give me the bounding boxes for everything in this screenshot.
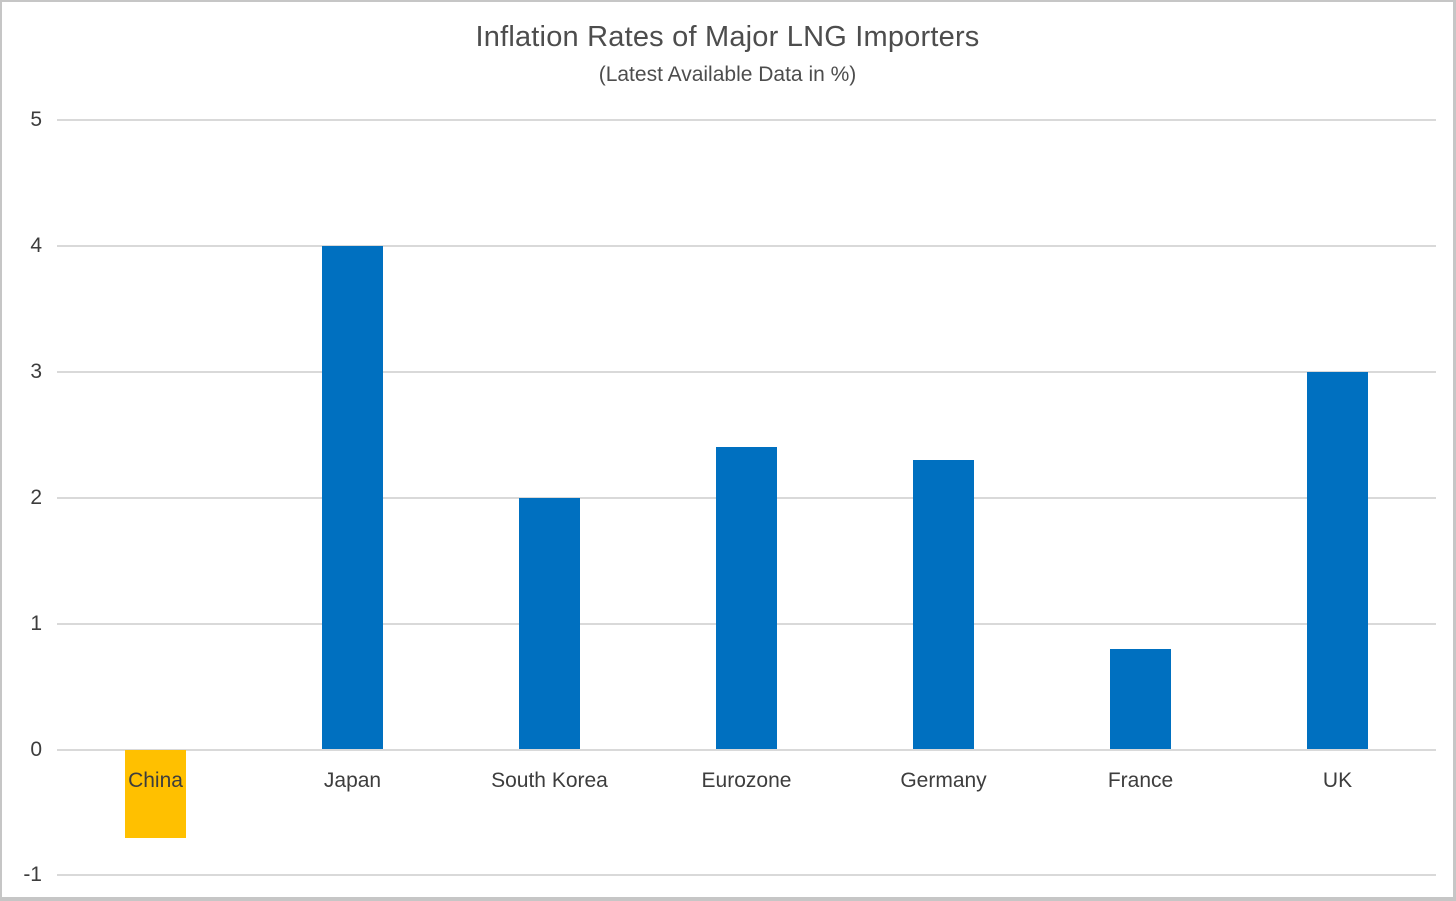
y-tick-label-0: 0 [30, 737, 42, 761]
bar-japan [322, 246, 383, 750]
y-tick-label-1: 1 [30, 611, 42, 635]
y-tick-label-2: 2 [30, 485, 42, 509]
chart-title: Inflation Rates of Major LNG Importers [475, 21, 980, 53]
y-tick-label-5: 5 [30, 108, 42, 132]
category-label-germany: Germany [900, 769, 987, 792]
gridline--1 [57, 874, 1436, 877]
y-tick-label-3: 3 [30, 359, 42, 383]
category-label-china: China [128, 769, 183, 792]
bar-germany [913, 460, 974, 750]
gridline-0 [57, 748, 1436, 751]
y-tick-label--1: -1 [23, 863, 42, 887]
bar-china [125, 749, 186, 838]
gridline-4 [57, 245, 1436, 248]
chart-subtitle: (Latest Available Data in %) [598, 63, 857, 86]
category-label-france: France [1107, 769, 1174, 792]
bar-south-korea [519, 497, 580, 750]
gridline-3 [57, 370, 1436, 373]
bar-france [1110, 648, 1171, 750]
gridline-5 [57, 119, 1436, 122]
y-tick-label-4: 4 [30, 234, 42, 258]
category-label-uk: UK [1322, 769, 1353, 792]
category-label-japan: Japan [323, 769, 382, 792]
category-label-south-korea: South Korea [491, 769, 608, 792]
bar-eurozone [716, 447, 777, 750]
category-label-eurozone: Eurozone [701, 769, 792, 792]
bar-uk [1307, 371, 1368, 750]
